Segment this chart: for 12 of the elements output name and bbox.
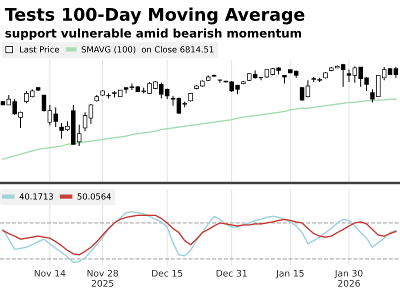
chart-subtitle: support vulnerable amid bearish momentum bbox=[5, 28, 302, 40]
x-tick-label: Nov 28 2025 bbox=[88, 270, 118, 287]
x-tick-label: Jan 15 bbox=[276, 270, 304, 278]
x-tick-label: Nov 14 bbox=[34, 270, 66, 277]
x-tick-label: Dec 15 bbox=[152, 270, 182, 277]
legend-label: Last Price bbox=[20, 46, 60, 53]
x-tick-label: Jan 30 2026 bbox=[334, 270, 363, 287]
legend-label: 50.0564 bbox=[78, 193, 111, 200]
legend-label: 40.1713 bbox=[20, 193, 53, 200]
legend-label: SMAVG (100) on Close 6814.51 bbox=[82, 46, 214, 54]
chart-title: Tests 100-Day Moving Average bbox=[4, 8, 304, 24]
x-tick-label: Dec 31 bbox=[216, 270, 247, 277]
